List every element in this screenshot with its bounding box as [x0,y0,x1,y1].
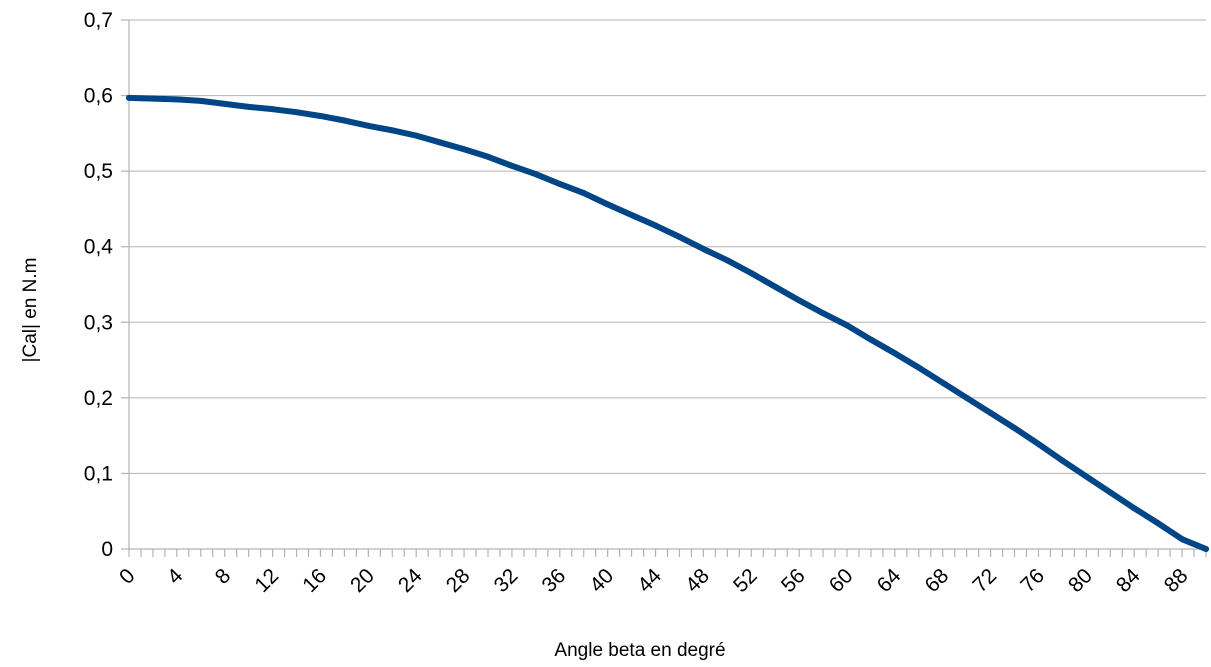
data-point [652,222,659,229]
y-tick-label: 0,3 [84,311,113,334]
x-tick-label: 24 [394,564,427,597]
data-point [126,94,132,101]
data-point [772,283,779,290]
y-tick-label: 0,5 [84,160,113,183]
x-tick-label: 52 [729,564,762,597]
data-point [867,336,874,343]
x-tick-label: 76 [1016,564,1049,597]
x-tick-label: 68 [920,564,953,597]
x-tick-label: 84 [1112,564,1145,597]
y-tick-label: 0 [101,538,113,561]
y-axis-tick-labels: 0 0,1 0,2 0,3 0,4 0,5 0,6 0,7 [84,9,114,561]
data-point [269,106,276,113]
data-point [963,394,970,401]
data-point [1059,457,1066,464]
data-point [317,112,324,119]
data-point [915,364,922,371]
x-tick-label: 36 [538,564,571,597]
data-point [245,103,252,110]
x-tick-label: 20 [346,564,379,597]
data-point [724,257,731,264]
data-point [676,233,683,240]
x-tick-label: 28 [442,564,475,597]
x-tick-label: 12 [250,564,283,597]
x-tick-label: 72 [968,564,1001,597]
x-tick-label: 60 [825,564,858,597]
data-point [748,270,755,277]
data-point [365,122,372,129]
data-point [987,409,994,416]
data-point [1203,546,1209,552]
data-point [844,322,850,329]
x-tick-label: 56 [777,564,810,597]
data-point [149,95,156,102]
data-point [413,132,420,139]
data-point [1083,473,1090,480]
data-point [485,153,491,160]
data-point [580,190,587,197]
data-point [1155,520,1162,527]
data-point [461,146,468,153]
x-tick-label: 80 [1064,564,1097,597]
x-tick-label: 8 [211,564,236,589]
data-point [820,310,827,317]
data-point [700,245,707,252]
gridlines [129,19,1206,474]
data-point [1179,536,1186,543]
x-tick-label: 48 [681,564,714,597]
x-axis-tick-labels: 0 4 8 12 16 20 24 28 32 36 40 44 48 52 56 60 64 68 72 76 80 8… [115,564,1193,597]
data-point [604,201,611,208]
data-point [197,97,204,104]
data-point [556,180,563,187]
data-point [437,139,444,146]
x-tick-label: 4 [163,564,188,589]
data-point [389,127,396,134]
data-point [1107,489,1114,496]
data-point [796,297,803,304]
data-point [293,109,300,116]
data-point [628,211,635,218]
y-tick-label: 0,2 [84,387,113,410]
y-tick-label: 0,6 [84,85,113,108]
x-tick-label: 44 [633,564,666,597]
x-axis-title: Angle beta en degré [554,640,725,661]
data-point [173,96,180,103]
data-point [891,350,898,357]
y-tick-label: 0,4 [84,236,114,259]
y-tick-label: 0,7 [84,9,113,32]
series-layer [126,94,1209,552]
data-point [1131,505,1138,512]
data-point [221,100,228,107]
y-axis-title: |Cal| en N.m [20,258,41,363]
data-point [1035,440,1042,447]
series-line-0 [126,94,1209,552]
x-tick-label: 0 [115,564,140,589]
data-point [508,162,515,169]
x-tick-label: 32 [490,564,523,597]
y-tick-label: 0,1 [84,462,113,485]
data-point [1011,425,1018,432]
data-point [532,171,539,178]
axes [121,19,1207,557]
x-tick-label: 88 [1160,564,1193,597]
x-tick-label: 64 [873,564,906,597]
x-tick-label: 40 [585,564,618,597]
data-point [341,117,348,124]
data-point [939,379,946,386]
x-tick-label: 16 [298,564,331,597]
